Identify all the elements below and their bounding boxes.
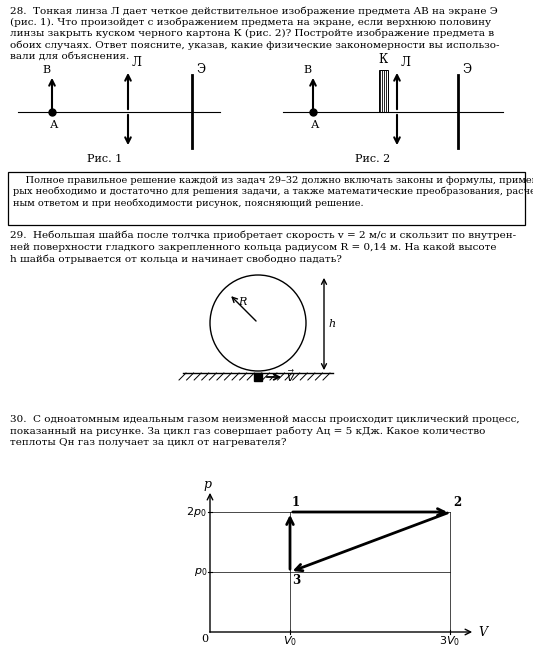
Bar xyxy=(8,172,525,225)
Text: 1: 1 xyxy=(292,496,300,509)
Text: V: V xyxy=(478,626,487,639)
Text: ным ответом и при необходимости рисунок, поясняющий решение.: ным ответом и при необходимости рисунок,… xyxy=(13,198,364,208)
Text: линзы закрыть куском черного картона К (рис. 2)? Постройте изображение предмета : линзы закрыть куском черного картона К (… xyxy=(10,29,494,39)
Text: вали для объяснения.: вали для объяснения. xyxy=(10,52,129,61)
Text: Рис. 2: Рис. 2 xyxy=(356,154,391,164)
Text: теплоты Qн газ получает за цикл от нагревателя?: теплоты Qн газ получает за цикл от нагре… xyxy=(10,438,287,447)
Text: 28.  Тонкая линза Л дает четкое действительное изображение предмета AB на экране: 28. Тонкая линза Л дает четкое действите… xyxy=(10,6,498,16)
Text: А: А xyxy=(50,120,59,130)
Text: Полное правильное решение каждой из задач 29–32 должно включать законы и формулы: Полное правильное решение каждой из зада… xyxy=(13,176,533,185)
Text: показанный на рисунке. За цикл газ совершает работу Aц = 5 кДж. Какое количество: показанный на рисунке. За цикл газ совер… xyxy=(10,426,486,436)
Text: h шайба отрывается от кольца и начинает свободно падать?: h шайба отрывается от кольца и начинает … xyxy=(10,254,342,263)
Text: $\vec{v}$: $\vec{v}$ xyxy=(286,369,295,384)
Text: $3V_0$: $3V_0$ xyxy=(440,634,461,648)
Bar xyxy=(378,70,387,112)
Text: h: h xyxy=(328,319,335,329)
Bar xyxy=(254,373,262,381)
Text: $p_0$: $p_0$ xyxy=(193,566,207,578)
Text: 29.  Небольшая шайба после толчка приобретает скорость v = 2 м/с и скользит по в: 29. Небольшая шайба после толчка приобре… xyxy=(10,231,516,240)
Text: Л: Л xyxy=(401,56,411,69)
Text: 0: 0 xyxy=(201,634,208,644)
Text: p: p xyxy=(203,478,211,491)
Text: Э: Э xyxy=(462,63,471,76)
Text: 30.  С одноатомным идеальным газом неизменной массы происходит циклический проце: 30. С одноатомным идеальным газом неизме… xyxy=(10,415,520,424)
Text: $2p_0$: $2p_0$ xyxy=(187,505,207,519)
Text: 2: 2 xyxy=(453,496,461,509)
Text: (рис. 1). Что произойдет с изображением предмета на экране, если верхнюю половин: (рис. 1). Что произойдет с изображением … xyxy=(10,18,491,27)
Text: R: R xyxy=(238,297,246,307)
Text: $V_0$: $V_0$ xyxy=(283,634,297,648)
Text: В: В xyxy=(42,65,50,75)
Text: рых необходимо и достаточно для решения задачи, а также математические преобразо: рых необходимо и достаточно для решения … xyxy=(13,187,533,196)
Text: обоих случаях. Ответ поясните, указав, какие физические закономерности вы исполь: обоих случаях. Ответ поясните, указав, к… xyxy=(10,41,499,50)
Text: А: А xyxy=(311,120,319,130)
Text: Э: Э xyxy=(196,63,205,76)
Text: Л: Л xyxy=(132,56,142,69)
Text: Рис. 1: Рис. 1 xyxy=(87,154,123,164)
Text: В: В xyxy=(303,65,311,75)
Text: К: К xyxy=(378,53,387,66)
Text: 3: 3 xyxy=(292,574,300,587)
Text: ней поверхности гладкого закрепленного кольца радиусом R = 0,14 м. На какой высо: ней поверхности гладкого закрепленного к… xyxy=(10,242,497,252)
